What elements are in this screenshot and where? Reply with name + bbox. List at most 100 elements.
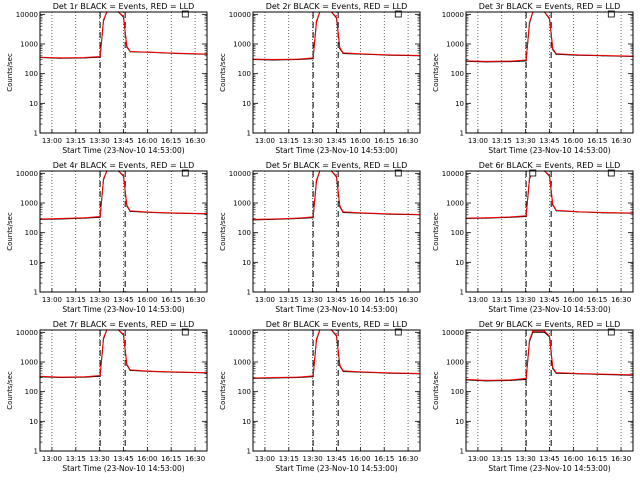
panel-1: Det 1r BLACK = Events, RED = LLD 13:00 13:… — [6, 2, 208, 155]
x-tick-label: 13:30 — [90, 296, 110, 304]
x-tick-label: 16:30 — [611, 137, 631, 145]
data-point — [122, 15, 125, 18]
x-tick-label: 13:45 — [326, 296, 346, 304]
panel-title: Det 3r BLACK = Events, RED = LLD — [479, 2, 621, 11]
y-tick-label: 1 — [34, 130, 38, 138]
y-tick-label: 1 — [460, 448, 464, 456]
data-point — [122, 333, 125, 336]
plot-frame — [465, 11, 634, 134]
x-tick-label: 13:00 — [42, 137, 62, 145]
plot-frame — [252, 11, 421, 134]
panel-title: Det 5r BLACK = Events, RED = LLD — [266, 161, 408, 170]
y-axis-label: Counts/sec — [6, 53, 14, 92]
x-axis-label: Start Time (23-Nov-10 14:53:00) — [275, 464, 397, 473]
x-tick-label: 13:45 — [326, 137, 346, 145]
data-point — [59, 376, 61, 378]
plot-frame — [39, 329, 208, 452]
series-line-lld — [465, 170, 634, 219]
top-marker — [181, 10, 189, 18]
y-tick-label: 10000 — [16, 329, 38, 337]
y-tick-label: 1000 — [20, 200, 38, 208]
x-axis-label: Start Time (23-Nov-10 14:53:00) — [275, 146, 397, 155]
panel-title: Det 1r BLACK = Events, RED = LLD — [53, 2, 195, 11]
data-point — [510, 216, 512, 218]
y-axis-label: Counts/sec — [6, 371, 14, 410]
data-point — [335, 175, 338, 177]
y-tick-label: 10 — [455, 100, 464, 108]
panel-title: Det 2r BLACK = Events, RED = LLD — [266, 2, 408, 11]
plot-frame — [252, 170, 421, 293]
data-point — [510, 60, 512, 62]
y-tick-label: 1000 — [446, 41, 464, 49]
x-tick-label: 13:45 — [539, 137, 559, 145]
x-tick-label: 13:30 — [516, 296, 536, 304]
x-tick-label: 13:45 — [326, 455, 346, 463]
x-tick-label: 16:00 — [563, 137, 583, 145]
y-tick-label: 1 — [460, 289, 464, 297]
data-point — [129, 210, 131, 212]
data-point — [272, 376, 274, 379]
data-point — [335, 334, 338, 336]
data-point — [339, 364, 341, 366]
y-tick-label: 10 — [242, 418, 251, 426]
data-point — [577, 54, 579, 56]
data-point — [312, 216, 314, 218]
top-marker — [607, 10, 615, 18]
panel-title: Det 6r BLACK = Events, RED = LLD — [479, 161, 621, 170]
x-tick-label: 16:30 — [611, 296, 631, 304]
data-point — [555, 371, 557, 374]
data-point — [84, 217, 86, 219]
data-point — [102, 19, 105, 21]
x-tick-label: 16:15 — [161, 455, 181, 463]
top-marker — [394, 328, 402, 336]
x-tick-label: 16:30 — [398, 455, 418, 463]
y-tick-label: 1 — [460, 130, 464, 138]
data-point — [312, 375, 314, 377]
top-marker — [181, 169, 189, 177]
x-axis-label: Start Time (23-Nov-10 14:53:00) — [488, 305, 610, 314]
x-tick-label: 16:30 — [185, 296, 205, 304]
data-point — [84, 376, 86, 378]
data-point — [485, 217, 487, 219]
data-point — [389, 54, 391, 56]
x-tick-label: 16:00 — [350, 137, 370, 145]
x-axis-label: Start Time (23-Nov-10 14:53:00) — [275, 305, 397, 314]
panel-4: Det 4r BLACK = Events, RED = LLD 13:00 13:… — [6, 161, 208, 314]
y-tick-label: 1000 — [446, 359, 464, 367]
x-tick-label: 13:30 — [303, 455, 323, 463]
data-point — [102, 337, 105, 339]
x-tick-label: 13:45 — [113, 137, 133, 145]
x-tick-label: 16:00 — [137, 137, 157, 145]
y-tick-label: 1 — [247, 448, 251, 456]
panel-8: Det 8r BLACK = Events, RED = LLD 13:00 13:… — [219, 320, 421, 473]
top-marker — [394, 169, 402, 177]
data-point — [389, 213, 391, 215]
data-point — [552, 48, 554, 50]
data-point — [99, 215, 101, 218]
data-point — [297, 58, 299, 60]
plot-frame — [39, 170, 208, 293]
data-point — [528, 177, 531, 179]
y-tick-label: 1000 — [20, 41, 38, 49]
plot-frame — [465, 170, 634, 293]
data-point — [342, 52, 344, 54]
x-tick-label: 16:15 — [587, 296, 607, 304]
y-tick-label: 1000 — [20, 359, 38, 367]
data-point — [312, 57, 314, 59]
x-axis-label: Start Time (23-Nov-10 14:53:00) — [62, 146, 184, 155]
x-tick-label: 13:30 — [516, 137, 536, 145]
y-tick-label: 100 — [238, 388, 251, 396]
data-point — [176, 52, 178, 54]
plot-frame — [465, 329, 634, 452]
x-tick-label: 13:30 — [90, 137, 110, 145]
x-tick-label: 13:30 — [303, 137, 323, 145]
y-tick-label: 10 — [242, 259, 251, 267]
data-point — [122, 174, 125, 177]
data-point — [364, 53, 366, 55]
data-point — [577, 211, 579, 213]
data-point — [297, 217, 299, 219]
data-point — [510, 379, 512, 381]
panel-2: Det 2r BLACK = Events, RED = LLD 13:00 13:… — [219, 2, 421, 155]
data-point — [342, 211, 344, 213]
